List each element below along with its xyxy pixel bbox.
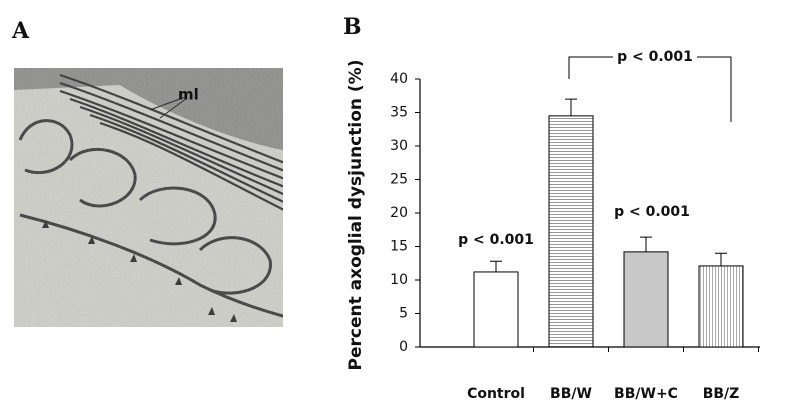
annotation: p < 0.001 [617,49,693,65]
y-tick-label: 30 [390,138,408,154]
micrograph-annotation: ml [178,86,199,104]
y-axis-title: Percent axoglial dysjunction (%) [346,60,366,371]
error-bar [490,260,502,272]
error-bar [715,252,727,266]
y-tick-label: 25 [390,172,408,188]
y-tick-label: 15 [390,239,408,255]
bar [473,271,519,348]
y-tick-label: 0 [399,339,408,355]
micrograph [14,68,283,327]
error-bar [565,98,577,116]
significance-bracket [568,56,732,122]
x-tick-label: BB/W+C [614,386,678,402]
annotation: p < 0.001 [458,232,534,248]
bar [548,115,594,348]
panel-label: B [343,14,362,40]
y-tick-label: 35 [390,105,408,121]
y-tick-label: 10 [390,272,408,288]
y-tick-label: 5 [399,306,408,322]
annotation-background [613,48,697,66]
bar [623,251,669,348]
annotation: p < 0.001 [614,204,690,220]
panel-label: A [11,18,30,44]
x-tick-label: BB/Z [703,386,740,402]
x-tick-label: BB/W [550,386,592,402]
y-tick-label: 20 [390,205,408,221]
error-bar [640,236,652,252]
y-tick-label: 40 [390,71,408,87]
x-tick-label: Control [467,386,525,402]
bar [698,265,744,348]
